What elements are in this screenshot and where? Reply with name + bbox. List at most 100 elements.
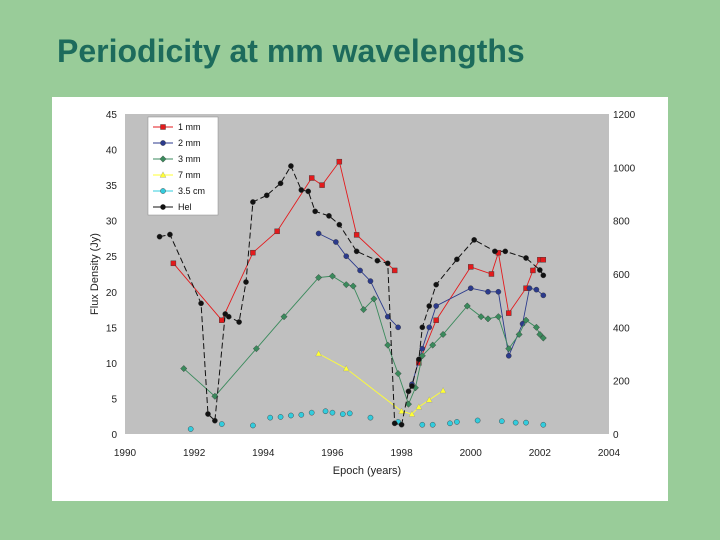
y2-tick-label: 800	[613, 217, 630, 228]
data-point	[540, 257, 547, 263]
data-point	[395, 324, 401, 331]
series-3-5-cm	[187, 408, 547, 432]
data-point	[211, 392, 219, 400]
legend-label: 2 mm	[178, 138, 201, 148]
data-point	[212, 417, 218, 424]
data-point	[305, 188, 312, 195]
data-point	[477, 313, 485, 321]
legend-swatch-marker	[160, 188, 166, 194]
data-point	[263, 192, 270, 199]
data-point	[502, 248, 509, 255]
data-point	[170, 260, 177, 267]
y-tick-label: 30	[106, 217, 118, 228]
data-point	[374, 257, 381, 264]
legend-entry: 3.5 cm	[153, 186, 205, 196]
x-axis-label: Epoch (years)	[333, 465, 401, 477]
data-point	[530, 267, 536, 274]
x-tick-label: 2002	[529, 448, 552, 459]
data-point	[298, 187, 305, 193]
data-point	[492, 248, 498, 255]
data-point	[425, 396, 433, 403]
data-point	[250, 422, 256, 429]
y-tick-label: 40	[106, 146, 118, 157]
data-point	[485, 288, 491, 295]
legend-label: 1 mm	[178, 122, 201, 132]
legend-swatch-marker	[160, 140, 166, 146]
data-point	[205, 411, 211, 417]
y-tick-label: 25	[106, 252, 118, 263]
data-point	[398, 421, 405, 428]
legend-entry: Hel	[153, 202, 192, 212]
data-point	[339, 411, 346, 417]
data-point	[526, 285, 533, 292]
data-point	[187, 426, 194, 432]
data-point	[433, 303, 439, 309]
data-point	[499, 418, 505, 425]
y2-tick-label: 600	[613, 270, 630, 281]
legend-entry: 1 mm	[153, 122, 201, 132]
series-line	[418, 252, 544, 364]
data-point	[429, 421, 436, 428]
series-2-mm	[315, 230, 401, 331]
x-tick-label: 2000	[460, 448, 483, 459]
data-point	[277, 414, 284, 420]
y-tick-label: 35	[106, 181, 118, 192]
data-point	[370, 295, 378, 303]
series-1-mm	[416, 249, 547, 366]
y-tick-label: 20	[106, 288, 118, 299]
data-point	[505, 345, 513, 353]
data-point	[336, 221, 343, 228]
data-point	[494, 313, 502, 321]
legend-label: Hel	[178, 202, 192, 212]
data-point	[342, 364, 350, 372]
data-point	[405, 388, 412, 395]
legend-box	[147, 116, 219, 216]
data-point	[523, 255, 529, 261]
data-point	[415, 403, 423, 410]
data-point	[523, 419, 529, 426]
y-axis-label: Flux Density (Jy)	[89, 233, 101, 315]
data-point	[167, 231, 173, 238]
data-point	[156, 233, 163, 240]
data-point	[315, 350, 322, 357]
y2-tick-label: 1000	[613, 163, 636, 174]
data-point	[391, 267, 398, 274]
data-point	[308, 409, 315, 416]
series-1-mm	[170, 158, 398, 323]
data-point	[471, 237, 477, 243]
data-point	[394, 370, 402, 378]
data-point	[454, 256, 460, 263]
data-point	[391, 420, 398, 427]
data-point	[367, 278, 374, 284]
data-point	[250, 249, 256, 256]
data-point	[326, 213, 332, 219]
data-point	[467, 285, 474, 292]
x-tick-label: 1998	[390, 448, 413, 459]
data-point	[537, 267, 543, 273]
legend-label: 3.5 cm	[178, 186, 205, 196]
data-point	[342, 281, 350, 289]
legend-entry: 3 mm	[153, 154, 201, 164]
data-point	[315, 230, 322, 237]
data-point	[267, 414, 273, 421]
data-point	[426, 324, 433, 331]
data-point	[384, 341, 392, 349]
data-point	[398, 407, 405, 414]
x-tick-label: 1992	[183, 448, 206, 459]
data-point	[533, 286, 540, 293]
y-tick-label: 15	[106, 323, 118, 334]
legend-entry: 7 mm	[153, 170, 201, 180]
data-point	[319, 182, 325, 188]
y2-tick-label: 400	[613, 323, 630, 334]
y-tick-label: 45	[106, 110, 118, 121]
data-point	[218, 421, 225, 427]
data-point	[515, 330, 523, 338]
series-3-mm	[180, 272, 547, 408]
data-point	[506, 310, 512, 316]
data-point	[353, 232, 360, 238]
data-point	[468, 264, 474, 270]
data-point	[439, 330, 447, 338]
legend-entry: 2 mm	[153, 138, 201, 148]
data-point	[357, 267, 363, 274]
y2-tick-label: 0	[613, 430, 619, 441]
